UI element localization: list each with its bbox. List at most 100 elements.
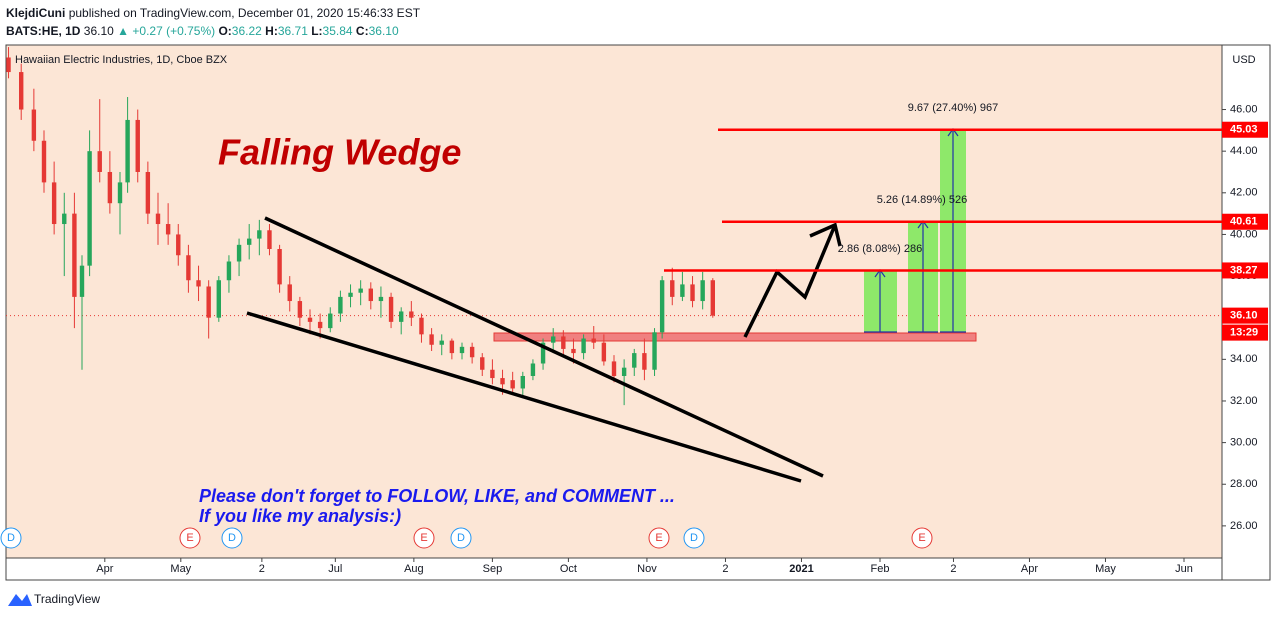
headline: Falling Wedge	[218, 132, 461, 173]
y-tick-label: 46.00	[1230, 103, 1258, 115]
price-tag-label: 38.27	[1230, 264, 1258, 276]
event-marker	[911, 527, 933, 549]
candle-body	[510, 380, 515, 389]
y-tick-label: 26.00	[1230, 520, 1258, 532]
candle-body	[500, 378, 505, 385]
candle-body	[79, 265, 85, 297]
event-label: D	[457, 532, 465, 544]
candle-body	[700, 280, 705, 302]
l-label: L:	[311, 24, 323, 38]
candle-body	[659, 280, 665, 333]
candle-body	[378, 296, 384, 302]
comment: Please don't forget to FOLLOW, LIKE, and…	[199, 486, 675, 506]
x-tick-label: May	[170, 563, 191, 575]
x-tick-label: Jul	[328, 563, 342, 575]
candle-body	[297, 301, 303, 318]
x-tick-label: Oct	[560, 563, 577, 575]
event-marker	[683, 527, 705, 549]
candle-body	[680, 284, 685, 297]
candle-body	[176, 234, 181, 256]
candle-body	[459, 346, 465, 354]
event-label: D	[228, 532, 236, 544]
candle-body	[107, 171, 113, 204]
x-tick-label: 2	[259, 563, 265, 575]
price-tag-label: 40.61	[1230, 216, 1258, 228]
close: 36.10	[368, 24, 399, 38]
currency: USD	[1232, 54, 1255, 66]
event-label: E	[918, 532, 925, 544]
candle-body	[317, 321, 323, 329]
candle-body	[490, 369, 495, 379]
candle-body	[72, 213, 77, 297]
chart-title: Hawaiian Electric Industries, 1D, Cboe B…	[15, 54, 228, 66]
candle-body	[670, 280, 675, 297]
candle-body	[399, 311, 404, 322]
projection	[743, 224, 837, 338]
low: 35.84	[322, 24, 353, 38]
candle-body	[87, 151, 92, 266]
candle-body	[551, 336, 556, 343]
candle-body	[530, 363, 536, 376]
price-tag-label: 45.03	[1230, 124, 1258, 136]
publish-line: KlejdiCuni published on TradingView.com,…	[6, 4, 420, 22]
candle-body	[97, 151, 102, 172]
candle-body	[117, 182, 123, 204]
candle-body	[165, 224, 171, 235]
candle-body	[338, 296, 343, 314]
plot-border	[5, 44, 1223, 559]
candle-body	[257, 230, 262, 239]
symbol: BATS:HE, 1D	[6, 24, 81, 38]
candle-body	[186, 255, 191, 281]
event-marker	[450, 527, 472, 549]
event-marker	[413, 527, 435, 549]
published: published on TradingView.com, December 0…	[68, 6, 421, 20]
candle-body	[328, 313, 333, 329]
countdown: 13:29	[1230, 327, 1258, 339]
y-tick-label: 30.00	[1230, 437, 1258, 449]
candle-body	[710, 280, 715, 316]
candle-body	[247, 238, 252, 245]
candle-body	[216, 280, 221, 318]
countdown-tag	[1222, 324, 1268, 341]
open: 36.22	[231, 24, 262, 38]
y-tick-label: 40.00	[1230, 228, 1258, 240]
candle-body	[561, 336, 566, 349]
event-marker	[179, 527, 201, 549]
x-tick-label: Nov	[637, 563, 657, 575]
candle-body	[19, 72, 24, 110]
y-tick-label: 32.00	[1230, 395, 1258, 407]
logo-mark	[8, 594, 32, 606]
candle-body	[652, 332, 657, 370]
candle-body	[591, 338, 596, 343]
price-tag	[1222, 213, 1268, 230]
candle-body	[41, 140, 47, 183]
header: KlejdiCuni published on TradingView.com,…	[6, 4, 420, 40]
candle-body	[409, 311, 414, 318]
candle-body	[571, 348, 576, 354]
price-tag	[1222, 262, 1268, 279]
x-tick-label: 2	[722, 563, 728, 575]
candle-body	[611, 361, 617, 376]
measure-label: 9.67 (27.40%) 967	[908, 102, 999, 114]
candle-body	[135, 119, 140, 172]
event-label: D	[7, 532, 15, 544]
candle-body	[581, 338, 586, 354]
price-tag	[1222, 121, 1268, 138]
candle-body	[419, 317, 424, 335]
candle-body	[155, 213, 161, 225]
candle-body	[621, 367, 627, 376]
candle-body	[540, 342, 546, 364]
candle-body	[642, 353, 647, 370]
o-label: O:	[218, 24, 232, 38]
candle-body	[469, 346, 475, 358]
event-label: E	[420, 532, 427, 544]
event-label: D	[690, 532, 698, 544]
candle-body	[429, 334, 434, 345]
wedge-upper	[264, 216, 824, 478]
candle-body	[368, 288, 373, 302]
price-tag	[1222, 307, 1268, 324]
candle-body	[206, 286, 211, 318]
event-label: E	[186, 532, 193, 544]
candle-body	[236, 244, 242, 262]
